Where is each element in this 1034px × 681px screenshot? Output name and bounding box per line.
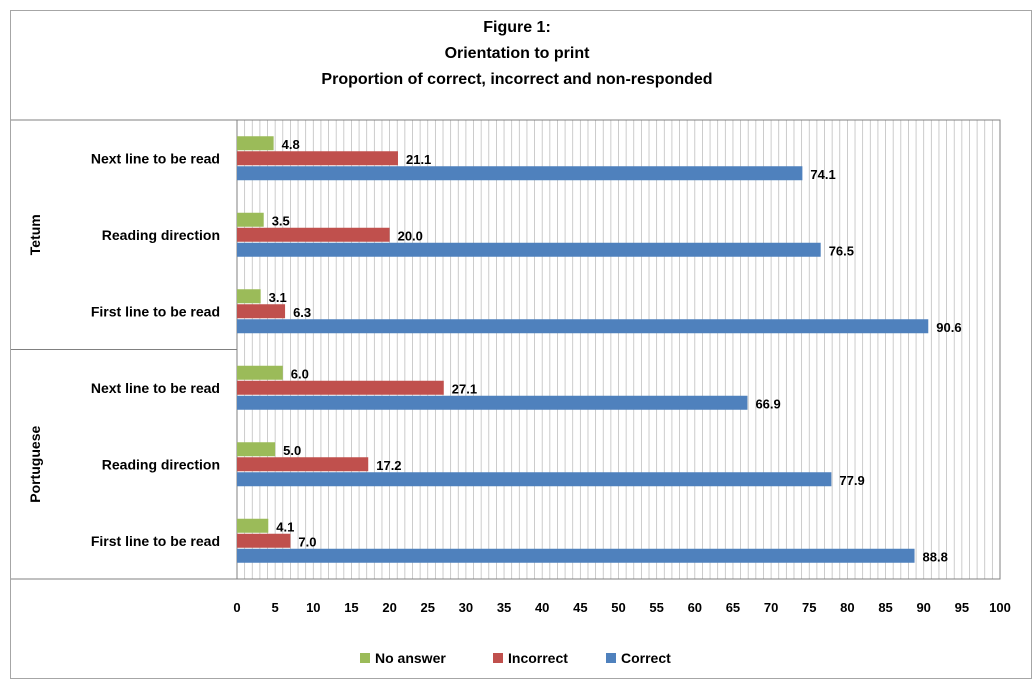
bar-incorrect	[237, 151, 398, 166]
category-label: Next line to be read	[91, 150, 220, 166]
bar-correct	[237, 319, 929, 334]
legend-label: Correct	[621, 650, 671, 666]
bar-no-answer	[237, 212, 264, 227]
legend-label: Incorrect	[508, 650, 568, 666]
legend-swatch	[606, 653, 616, 663]
bar-incorrect	[237, 457, 369, 472]
bar-incorrect	[237, 227, 390, 242]
data-label: 66.9	[755, 396, 780, 411]
category-label: Reading direction	[102, 456, 220, 472]
group-label: Tetum	[27, 214, 43, 255]
x-tick-label: 55	[649, 600, 663, 615]
data-label: 6.0	[291, 366, 309, 381]
data-label: 77.9	[839, 473, 864, 488]
bar-correct	[237, 242, 821, 257]
data-label: 4.1	[276, 519, 294, 534]
bar-incorrect	[237, 304, 286, 319]
x-tick-label: 20	[382, 600, 396, 615]
category-label: Reading direction	[102, 227, 220, 243]
legend-swatch	[360, 653, 370, 663]
x-tick-label: 70	[764, 600, 778, 615]
category-label: First line to be read	[91, 533, 220, 549]
legend-swatch	[493, 653, 503, 663]
bar-correct	[237, 395, 748, 410]
x-tick-label: 40	[535, 600, 549, 615]
bar-incorrect	[237, 380, 444, 395]
data-label: 21.1	[406, 152, 431, 167]
x-tick-label: 50	[611, 600, 625, 615]
chart-title-line-2: Orientation to print	[444, 45, 590, 62]
data-label: 76.5	[829, 243, 854, 258]
x-tick-label: 35	[497, 600, 511, 615]
chart-title-line-3: Proportion of correct, incorrect and non…	[321, 71, 713, 88]
data-label: 27.1	[452, 381, 477, 396]
bar-incorrect	[237, 533, 291, 548]
bar-no-answer	[237, 289, 261, 304]
bar-no-answer	[237, 442, 276, 457]
bar-correct	[237, 548, 915, 563]
x-tick-label: 10	[306, 600, 320, 615]
data-label: 3.1	[269, 290, 287, 305]
x-tick-label: 95	[955, 600, 969, 615]
x-tick-label: 60	[688, 600, 702, 615]
x-tick-label: 0	[233, 600, 240, 615]
bar-correct	[237, 472, 832, 487]
bar-no-answer	[237, 518, 269, 533]
x-tick-label: 15	[344, 600, 358, 615]
data-label: 20.0	[398, 228, 423, 243]
data-label: 17.2	[376, 458, 401, 473]
data-label: 6.3	[293, 305, 311, 320]
x-tick-label: 100	[989, 600, 1011, 615]
chart-frame	[10, 10, 1032, 679]
group-label: Portuguese	[27, 426, 43, 503]
data-label: 90.6	[936, 320, 961, 335]
bar-no-answer	[237, 136, 274, 151]
x-tick-label: 90	[916, 600, 930, 615]
x-tick-label: 5	[272, 600, 279, 615]
data-label: 4.8	[282, 137, 300, 152]
legend-label: No answer	[375, 650, 446, 666]
data-label: 5.0	[283, 443, 301, 458]
chart-title-line-1: Figure 1:	[483, 19, 551, 36]
x-tick-label: 25	[421, 600, 435, 615]
x-tick-label: 75	[802, 600, 816, 615]
x-tick-label: 85	[878, 600, 892, 615]
bar-correct	[237, 166, 803, 181]
x-tick-label: 30	[459, 600, 473, 615]
data-label: 88.8	[923, 549, 948, 564]
data-label: 7.0	[298, 534, 316, 549]
data-label: 74.1	[810, 167, 835, 182]
category-label: First line to be read	[91, 303, 220, 319]
category-label: Next line to be read	[91, 380, 220, 396]
x-tick-label: 45	[573, 600, 587, 615]
x-tick-label: 65	[726, 600, 740, 615]
bar-no-answer	[237, 365, 283, 380]
x-tick-label: 80	[840, 600, 854, 615]
data-label: 3.5	[272, 213, 290, 228]
